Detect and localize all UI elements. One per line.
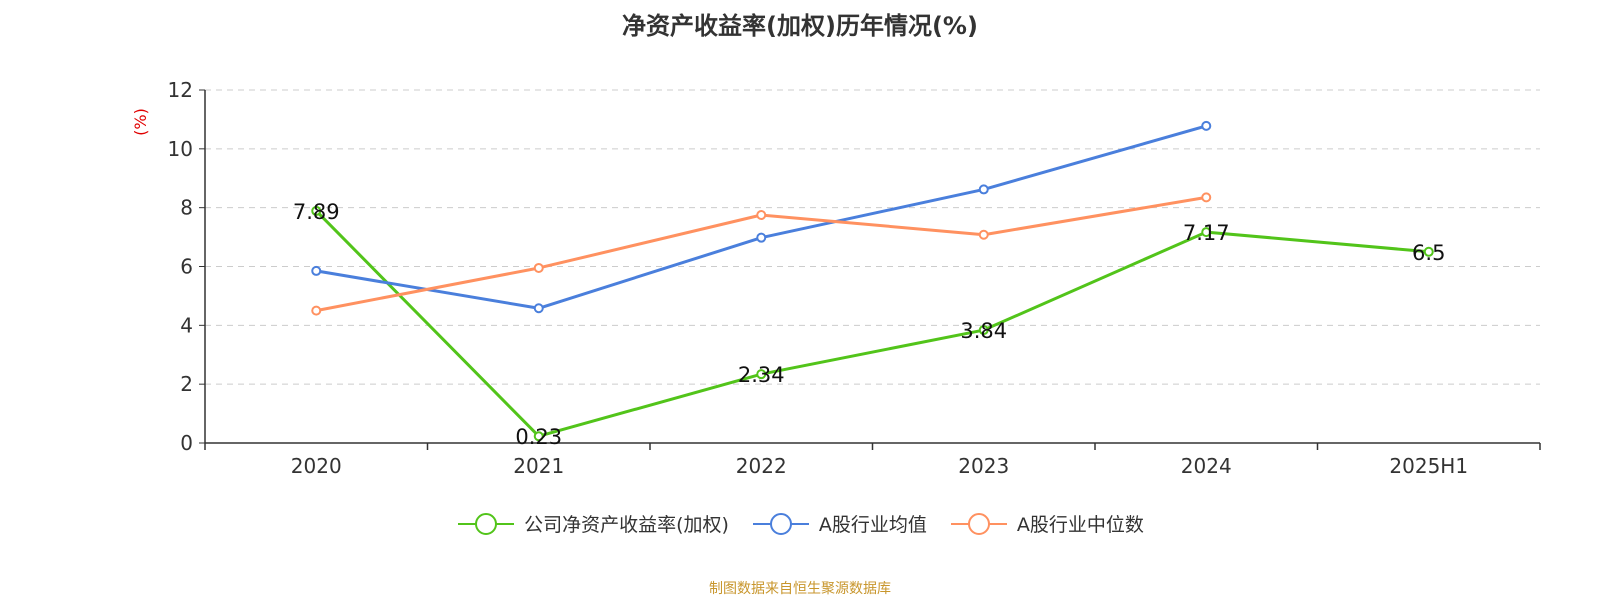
chart-title: 净资产收益率(加权)历年情况(%) bbox=[622, 12, 978, 40]
y-tick-label: 12 bbox=[168, 78, 193, 102]
data-point bbox=[1423, 246, 1434, 257]
series-2 bbox=[311, 192, 1212, 316]
data-label: 3.84 bbox=[960, 319, 1007, 343]
data-point bbox=[756, 369, 767, 380]
data-label: 7.89 bbox=[293, 200, 340, 224]
data-point bbox=[1201, 192, 1212, 203]
data-point bbox=[311, 305, 322, 316]
series-lines bbox=[311, 120, 1434, 442]
y-axis-label: (%) bbox=[131, 108, 150, 136]
data-point bbox=[978, 184, 989, 195]
source-note: 制图数据来自恒生聚源数据库 bbox=[709, 581, 891, 597]
y-tick-label: 0 bbox=[180, 431, 193, 455]
data-point bbox=[311, 265, 322, 276]
legend-item[interactable]: A股行业中位数 bbox=[949, 510, 1144, 537]
legend-item[interactable]: A股行业均值 bbox=[751, 510, 927, 537]
grid-lines bbox=[205, 89, 1540, 385]
legend-label: A股行业均值 bbox=[818, 514, 927, 536]
data-point bbox=[756, 232, 767, 243]
data-point bbox=[311, 205, 322, 216]
legend-label: A股行业中位数 bbox=[1016, 514, 1144, 536]
series-0 bbox=[311, 205, 1434, 442]
legend-swatch bbox=[752, 512, 809, 535]
legend-swatch bbox=[950, 512, 1007, 535]
data-point bbox=[533, 431, 544, 442]
legend-marker bbox=[967, 512, 990, 535]
data-point bbox=[978, 229, 989, 240]
legend: 公司净资产收益率(加权) A股行业均值 A股行业中位数 bbox=[0, 510, 1600, 537]
x-tick-label: 2023 bbox=[958, 454, 1009, 478]
data-point bbox=[533, 303, 544, 314]
data-point bbox=[978, 325, 989, 336]
series-line bbox=[315, 209, 1429, 438]
legend-item[interactable]: 公司净资产收益率(加权) bbox=[456, 510, 729, 537]
y-tick-label: 2 bbox=[180, 372, 193, 396]
axes: 0 2 4 6 8 10 12 2020 2021 2022 2023 2024 2025H1 bbox=[168, 78, 1541, 478]
legend-label: 公司净资产收益率(加权) bbox=[524, 514, 729, 536]
x-tick-label: 2025H1 bbox=[1389, 454, 1468, 478]
x-tick-label: 2024 bbox=[1181, 454, 1232, 478]
series-1 bbox=[311, 120, 1212, 314]
data-label: 2.34 bbox=[738, 363, 785, 387]
data-point bbox=[756, 210, 767, 221]
y-tick-label: 6 bbox=[180, 255, 193, 279]
x-tick-label: 2022 bbox=[736, 454, 787, 478]
data-label: 7.17 bbox=[1183, 221, 1230, 245]
y-tick-label: 10 bbox=[168, 137, 193, 161]
data-labels: 7.89 0.23 2.34 3.84 7.17 6.5 bbox=[293, 200, 1446, 449]
data-point bbox=[533, 262, 544, 273]
y-tick-label: 4 bbox=[180, 313, 193, 337]
data-point bbox=[1201, 227, 1212, 238]
x-tick-label: 2021 bbox=[513, 454, 564, 478]
x-tick-label: 2020 bbox=[291, 454, 342, 478]
legend-marker bbox=[769, 512, 792, 535]
legend-swatch bbox=[458, 512, 515, 535]
data-label: 0.23 bbox=[515, 425, 562, 449]
data-label: 6.5 bbox=[1412, 241, 1445, 265]
legend-marker bbox=[475, 512, 498, 535]
y-tick-label: 8 bbox=[180, 196, 193, 220]
data-point bbox=[1201, 120, 1212, 131]
